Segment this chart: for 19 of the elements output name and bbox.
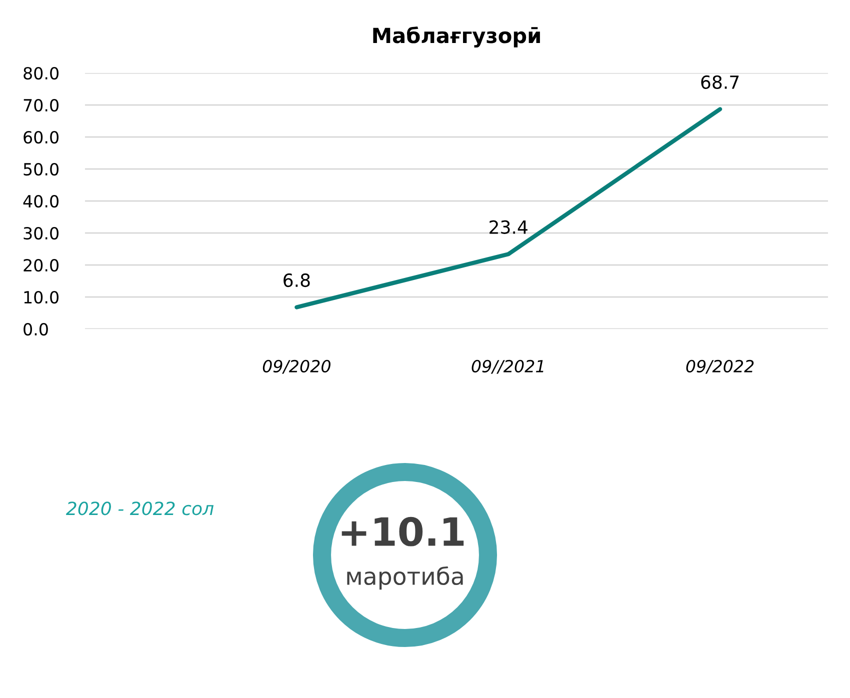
y-tick-label: 20.0 — [24, 258, 59, 272]
y-tick-label: 50.0 — [24, 162, 59, 176]
y-tick-label: 40.0 — [23, 194, 59, 208]
x-tick-label: 09/2020 — [262, 360, 330, 374]
x-tick-label: 09//2021 — [472, 360, 544, 374]
y-tick-label: 30.0 — [24, 226, 59, 240]
data-label: 6.8 — [284, 273, 310, 288]
y-tick-label: 80.0 — [24, 66, 59, 80]
chart-title: Маблағгузорӣ — [373, 26, 540, 48]
x-tick-label: 09/2022 — [686, 360, 754, 374]
text: 2020 - 2022 сол — [66, 502, 214, 516]
y-tick-label: 10.0 — [24, 290, 59, 304]
y-tick-label: 0.0 — [24, 322, 48, 336]
data-label: 23.4 — [490, 220, 528, 234]
text: маротиба — [347, 566, 463, 590]
y-tick-label: 60.0 — [24, 130, 59, 144]
text: +10.1 — [342, 516, 464, 546]
y-tick-label: 70.0 — [24, 98, 59, 112]
data-label: 68.7 — [701, 75, 739, 89]
